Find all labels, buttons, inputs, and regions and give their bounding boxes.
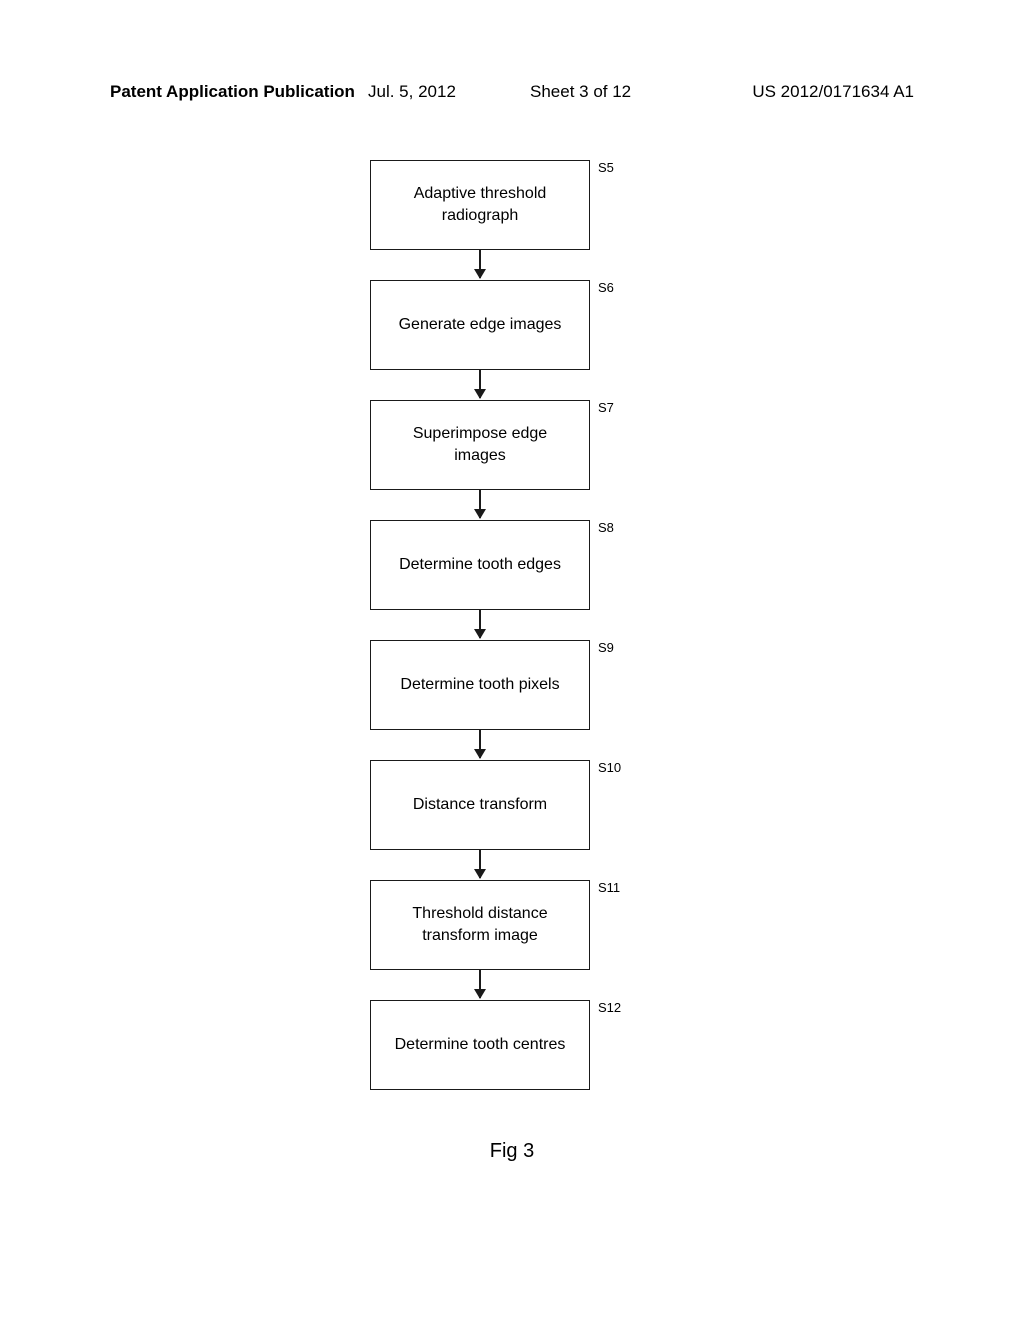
flowchart-arrow (479, 370, 481, 398)
flowchart-step: Adaptive threshold radiographS5 (370, 160, 590, 250)
flowchart-step-label: S11 (598, 880, 620, 895)
header-date: Jul. 5, 2012 (368, 82, 456, 102)
page-header: Patent Application Publication Jul. 5, 2… (0, 82, 1024, 112)
flowchart-step-label: S12 (598, 1000, 621, 1015)
flowchart-step: Generate edge imagesS6 (370, 280, 590, 370)
header-publication-type: Patent Application Publication (110, 82, 355, 102)
flowchart-arrow (479, 610, 481, 638)
flowchart-box: Determine tooth edges (370, 520, 590, 610)
flowchart-arrow (479, 730, 481, 758)
flowchart-step-label: S8 (598, 520, 614, 535)
flowchart-step: Threshold distance transform imageS11 (370, 880, 590, 970)
flowchart-box: Determine tooth pixels (370, 640, 590, 730)
flowchart-step-label: S10 (598, 760, 621, 775)
flowchart-box: Superimpose edge images (370, 400, 590, 490)
flowchart-arrow (479, 850, 481, 878)
flowchart-step-label: S6 (598, 280, 614, 295)
figure-caption: Fig 3 (0, 1140, 1024, 1163)
flowchart-step: Determine tooth pixelsS9 (370, 640, 590, 730)
flowchart-box: Adaptive threshold radiograph (370, 160, 590, 250)
flowchart-step-label: S9 (598, 640, 614, 655)
header-sheet: Sheet 3 of 12 (530, 82, 631, 102)
flowchart-box: Generate edge images (370, 280, 590, 370)
flowchart-step: Superimpose edge imagesS7 (370, 400, 590, 490)
flowchart-step: Determine tooth centresS12 (370, 1000, 590, 1090)
header-pubno: US 2012/0171634 A1 (752, 82, 914, 102)
flowchart-box: Distance transform (370, 760, 590, 850)
flowchart-box: Threshold distance transform image (370, 880, 590, 970)
flowchart-arrow (479, 490, 481, 518)
flowchart-arrow (479, 250, 481, 278)
flowchart-step: Distance transformS10 (370, 760, 590, 850)
flowchart-arrow (479, 970, 481, 998)
flowchart-step: Determine tooth edgesS8 (370, 520, 590, 610)
page: Patent Application Publication Jul. 5, 2… (0, 0, 1024, 1320)
flowchart-box: Determine tooth centres (370, 1000, 590, 1090)
flowchart-step-label: S7 (598, 400, 614, 415)
flowchart-step-label: S5 (598, 160, 614, 175)
